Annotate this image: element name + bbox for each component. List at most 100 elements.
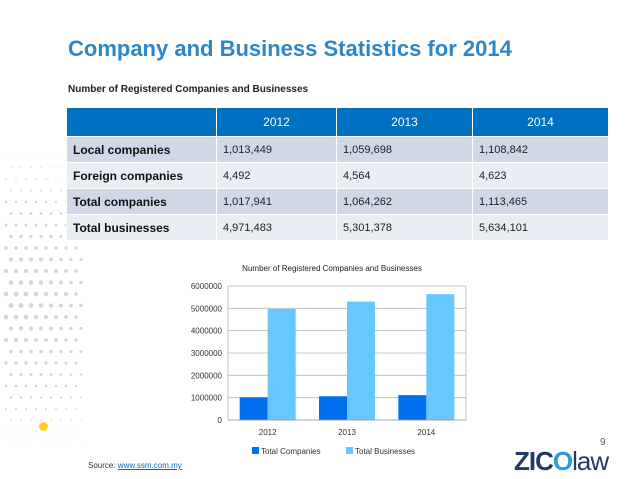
table-cell: 1,064,262 [336, 188, 473, 215]
decorative-dot [74, 384, 78, 388]
decorative-dot [59, 257, 63, 262]
decorative-dot [33, 291, 39, 297]
bar-total-businesses [347, 301, 375, 420]
decorative-dot [39, 349, 43, 354]
decorative-dot [23, 337, 29, 343]
decorative-dot [50, 166, 52, 169]
decorative-dot [44, 361, 48, 365]
table-cell: 1,108,842 [472, 136, 609, 163]
decorative-dot [23, 268, 29, 274]
decorative-dot [49, 257, 53, 262]
table-header-cell: 2013 [336, 107, 473, 137]
decorative-dot [49, 326, 53, 331]
decorative-dot [34, 407, 38, 411]
x-tick-label: 2012 [259, 428, 277, 437]
decorative-dot [29, 189, 33, 192]
decorative-dot [10, 166, 12, 169]
decorative-dot [9, 372, 13, 377]
decorative-dot [24, 384, 28, 388]
row-label: Total businesses [66, 214, 217, 241]
slide-title: Company and Business Statistics for 2014 [68, 36, 512, 61]
decorative-dot [29, 349, 33, 354]
decorative-dot [34, 246, 38, 250]
table-row: Local companies 1,013,449 1,059,698 1,10… [66, 136, 609, 163]
decorative-dot [28, 280, 34, 285]
y-tick-label: 5000000 [191, 304, 223, 313]
decorative-dot [34, 200, 38, 204]
decorative-dot [4, 246, 8, 250]
decorative-dot [80, 419, 82, 422]
decorative-dot [54, 246, 58, 250]
source-link[interactable]: www.ssm.com.my [117, 461, 182, 470]
y-tick-label: 6000000 [191, 282, 223, 291]
decorative-dot [5, 155, 7, 157]
decorative-dot [59, 280, 63, 285]
decorative-dot [4, 407, 8, 411]
decorative-dot [18, 326, 24, 331]
decorative-dot [38, 326, 44, 331]
decorative-dot [40, 419, 42, 422]
bar-chart: Number of Registered Companies and Busin… [191, 264, 467, 456]
decorative-dot [13, 291, 19, 297]
decorative-dot-pattern [3, 155, 83, 445]
decorative-dot [29, 396, 33, 399]
y-tick-label: 0 [218, 416, 223, 425]
decorative-dot [19, 396, 23, 399]
decorative-dot [49, 396, 53, 399]
legend-swatch [252, 447, 259, 454]
decorative-dot [64, 361, 68, 365]
decorative-dot [54, 269, 58, 273]
decorative-dot [3, 268, 9, 274]
decorative-dot [48, 303, 54, 308]
decorative-dot [8, 303, 14, 308]
bar-total-businesses [426, 294, 455, 420]
decorative-dot [19, 189, 23, 192]
decorative-dot [59, 349, 63, 354]
decorative-dot [30, 419, 32, 422]
y-tick-label: 3000000 [191, 349, 223, 358]
logo-text-law: law [572, 446, 609, 476]
yellow-bullet-dot [39, 422, 48, 431]
decorative-dot [18, 302, 24, 309]
decorative-dot [50, 189, 52, 192]
row-label: Foreign companies [66, 162, 217, 189]
decorative-dot [43, 314, 49, 320]
decorative-dot [55, 431, 57, 433]
table-header-cell: 2014 [472, 107, 609, 137]
decorative-dot [69, 396, 73, 399]
decorative-dot [45, 431, 47, 433]
decorative-dot [69, 326, 73, 331]
decorative-dot [34, 223, 38, 227]
decorative-dot [9, 234, 13, 239]
decorative-dot [74, 246, 78, 250]
decorative-dot [29, 234, 33, 239]
decorative-dot [60, 166, 62, 169]
decorative-dot [29, 257, 33, 262]
decorative-dot [74, 292, 78, 296]
decorative-dot [50, 443, 52, 444]
decorative-dot [35, 155, 37, 157]
row-label: Total companies [66, 188, 217, 215]
table-cell: 5,301,378 [336, 214, 473, 241]
decorative-dot [59, 234, 63, 239]
table-cell: 4,971,483 [216, 214, 337, 241]
decorative-dot [13, 337, 19, 343]
decorative-dot [25, 431, 27, 433]
decorative-dot [25, 155, 27, 157]
decorative-dot [23, 291, 29, 297]
decorative-dot [20, 419, 22, 422]
decorative-dot [34, 384, 38, 388]
decorative-dot [33, 268, 39, 274]
decorative-dot [79, 257, 83, 262]
decorative-dot [5, 178, 7, 180]
decorative-dot [49, 234, 53, 239]
y-tick-label: 2000000 [191, 371, 223, 380]
y-tick-label: 4000000 [191, 327, 223, 336]
decorative-dot [58, 303, 64, 308]
decorative-dot [30, 442, 32, 445]
table-cell: 1,059,698 [336, 136, 473, 163]
decorative-dot [75, 408, 77, 410]
decorative-dot [54, 361, 58, 365]
decorative-dot [18, 280, 24, 285]
x-tick-label: 2013 [338, 428, 356, 437]
